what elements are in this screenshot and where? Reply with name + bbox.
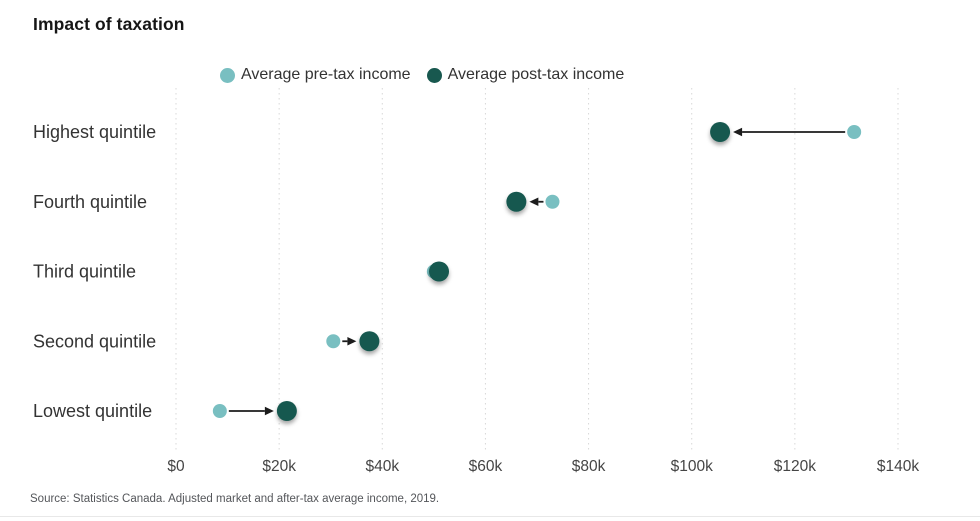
- post-tax-dot: [506, 191, 527, 212]
- legend-label: Average post-tax income: [447, 66, 625, 83]
- bottom-divider: [0, 516, 980, 517]
- category-label: Lowest quintile: [33, 401, 152, 421]
- change-arrow-head: [347, 337, 357, 346]
- x-tick-label: $80k: [572, 458, 606, 475]
- chart-title: Impact of taxation: [33, 14, 185, 34]
- legend-item-pre-tax: Average pre-tax income: [220, 66, 411, 84]
- gridlines-layer: [175, 88, 899, 452]
- legend-dot-icon: [220, 67, 235, 83]
- post-tax-dot: [429, 261, 450, 282]
- pre-tax-dot: [847, 125, 862, 139]
- chart-legend: Average pre-tax income Average post-tax i…: [220, 66, 624, 84]
- x-tick-label: $40k: [365, 458, 399, 475]
- x-tick-label: $0: [167, 458, 185, 475]
- legend-item-post-tax: Average post-tax income: [426, 66, 625, 84]
- pre-tax-dot: [326, 334, 341, 349]
- x-tick-label: $140k: [877, 458, 919, 475]
- category-label: Fourth quintile: [33, 192, 147, 212]
- category-label: Third quintile: [33, 262, 136, 282]
- labels-layer: $0 $20k $40k $60k $80k $100k $120k $140k Highest…: [33, 122, 919, 475]
- category-label: Second quintile: [33, 331, 156, 351]
- source-note: Source: Statistics Canada. Adjusted mark…: [30, 493, 440, 505]
- post-tax-dot: [276, 401, 297, 421]
- pre-tax-dot: [212, 404, 227, 418]
- x-tick-label: $20k: [262, 458, 296, 475]
- x-tick-label: $100k: [671, 458, 713, 475]
- post-tax-dot: [359, 331, 380, 352]
- change-arrow-head: [264, 406, 274, 416]
- data-layer: [212, 122, 862, 421]
- post-tax-dot: [710, 122, 731, 142]
- change-arrow-head: [733, 127, 743, 137]
- x-tick-label: $120k: [774, 458, 816, 475]
- x-tick-label: $60k: [469, 458, 503, 475]
- legend-dot-icon: [426, 67, 442, 83]
- pre-tax-dot: [545, 194, 560, 209]
- category-label: Highest quintile: [33, 122, 156, 142]
- legend-label: Average pre-tax income: [241, 66, 411, 83]
- change-arrow-head: [529, 197, 539, 206]
